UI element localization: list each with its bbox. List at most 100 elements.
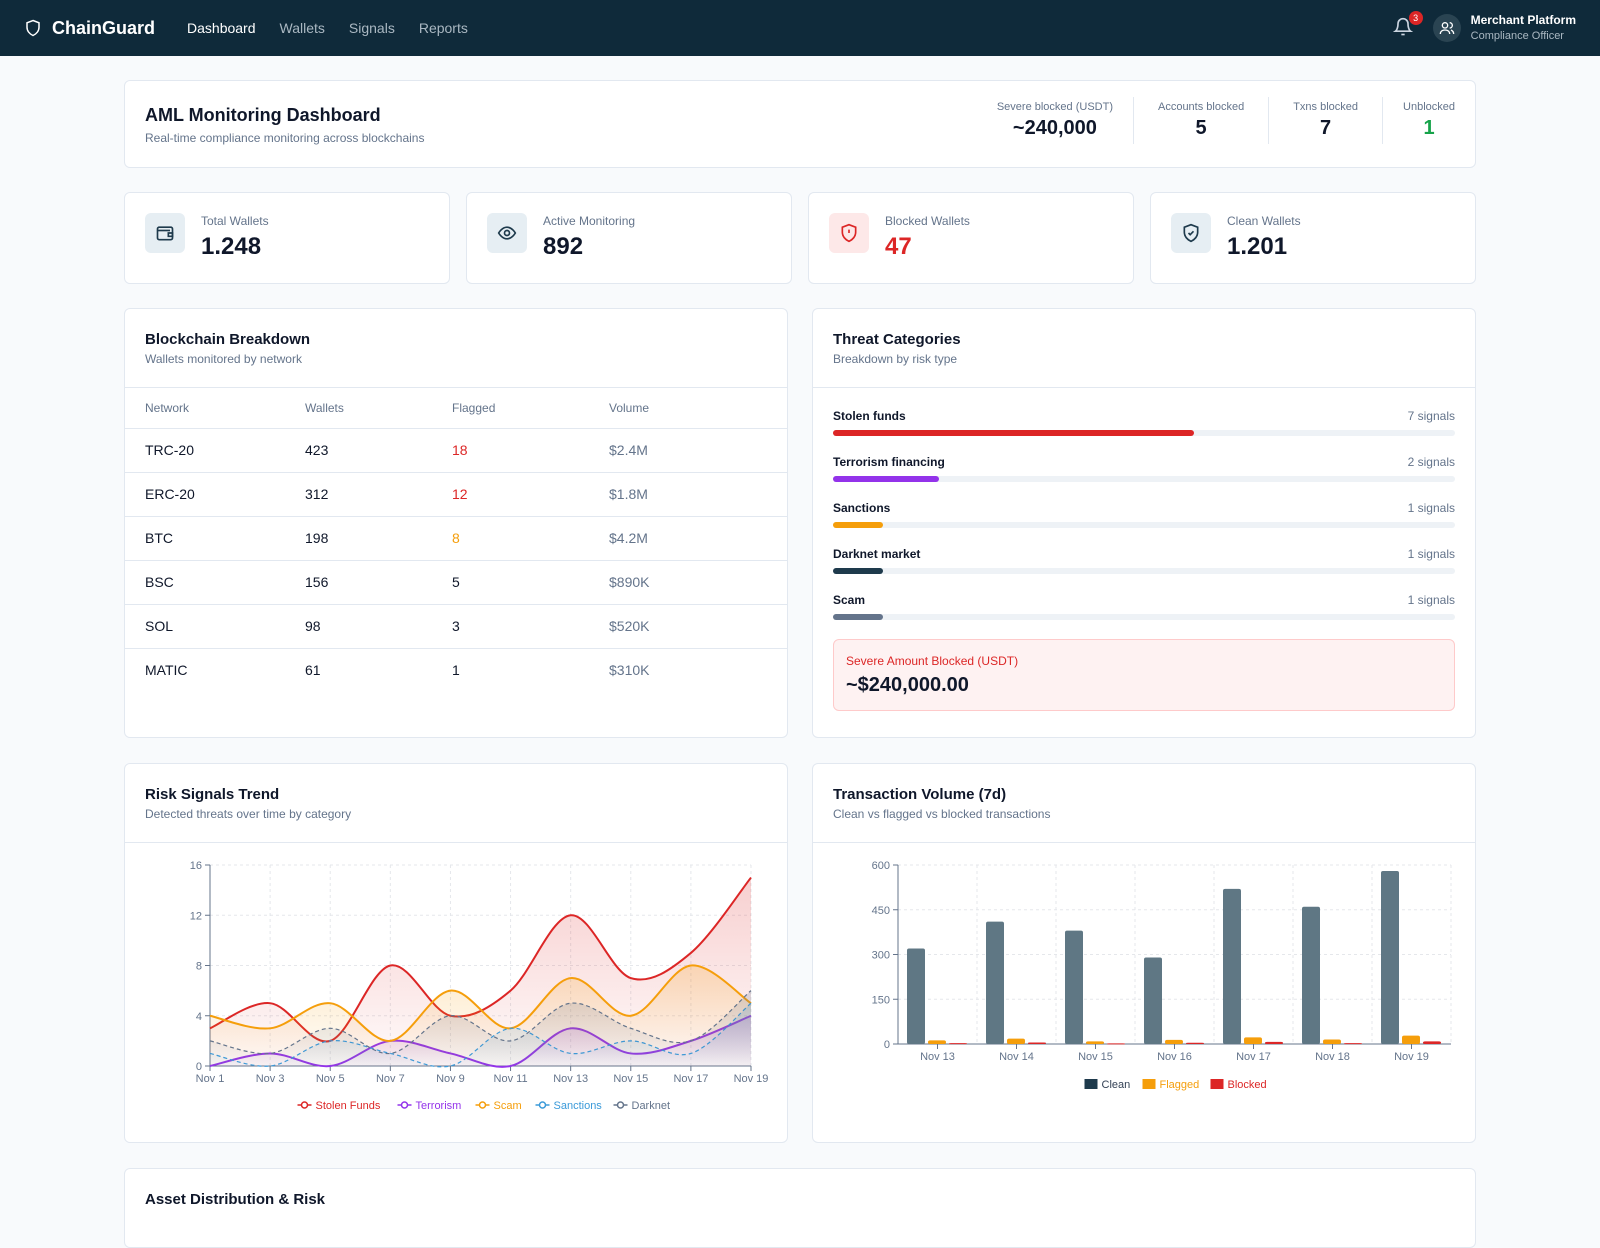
table-row[interactable]: BTC 198 8 $4.2M <box>125 516 787 561</box>
stat-txns-blocked: Txns blocked 7 <box>1268 97 1382 144</box>
series-line <box>209 964 752 1042</box>
cell-volume: $520K <box>609 604 787 649</box>
legend-label: Terrorism <box>416 1100 462 1112</box>
notifications-button[interactable]: 3 <box>1392 11 1423 39</box>
x-tick-label: Nov 5 <box>316 1073 345 1085</box>
top-navbar: ChainGuard Dashboard Wallets Signals Rep… <box>0 0 1600 56</box>
shield-logo-icon <box>26 19 40 37</box>
y-tick-label: 450 <box>872 905 890 917</box>
table-row[interactable]: TRC-20 423 18 $2.4M <box>125 428 787 473</box>
stat-card-clean-wallets[interactable]: Clean Wallets 1.201 <box>1150 192 1476 284</box>
stat-card-total-wallets[interactable]: Total Wallets 1.248 <box>124 192 450 284</box>
nav-reports[interactable]: Reports <box>418 20 468 36</box>
bar-clean <box>1381 870 1399 1044</box>
threat-bar-fill <box>833 430 1194 436</box>
stat-card-active-monitoring[interactable]: Active Monitoring 892 <box>466 192 792 284</box>
section-subtitle: Breakdown by risk type <box>833 352 958 366</box>
threat-count: 7 signals <box>1407 409 1455 423</box>
severe-amount-label: Severe Amount Blocked (USDT) <box>846 654 1019 668</box>
avatar <box>1432 14 1461 42</box>
series-line <box>209 990 752 1055</box>
column-header[interactable]: Network <box>125 388 305 429</box>
stat-value: 1 <box>1423 117 1435 139</box>
column-header[interactable]: Wallets <box>305 388 452 429</box>
table-row[interactable]: MATIC 61 1 $310K <box>125 648 787 692</box>
threat-bar-track <box>833 476 1455 482</box>
cell-flagged: 12 <box>452 472 609 517</box>
threat-item: Darknet market 1 signals <box>833 547 1455 574</box>
legend-label: Sanctions <box>554 1100 603 1112</box>
page-title: AML Monitoring Dashboard <box>145 105 381 125</box>
table-row[interactable]: ERC-20 312 12 $1.8M <box>125 472 787 517</box>
bar-clean <box>907 948 925 1044</box>
y-tick-label: 4 <box>196 1011 202 1023</box>
x-tick-label: Nov 17 <box>673 1073 708 1085</box>
section-title: Transaction Volume (7d) <box>833 786 1007 803</box>
x-tick-label: Nov 16 <box>1157 1051 1192 1063</box>
main-nav: Dashboard Wallets Signals Reports <box>187 20 468 36</box>
x-tick-label: Nov 9 <box>436 1073 465 1085</box>
risk-trend-chart: 0 4 8 12 16 Nov 1 Nov 3 Nov 5 Nov 7 Nov 9 Nov 11 No… <box>190 860 769 1112</box>
legend-label: Darknet <box>632 1100 671 1112</box>
cell-network: BTC <box>125 516 305 561</box>
cell-network: BSC <box>125 560 305 605</box>
x-tick-label: Nov 3 <box>256 1073 285 1085</box>
legend-marker <box>300 1101 309 1109</box>
nav-signals[interactable]: Signals <box>348 20 395 36</box>
table-header-row: Network Wallets Flagged Volume <box>125 388 787 429</box>
stat-label: Severe blocked (USDT) <box>996 101 1113 113</box>
user-menu[interactable]: Merchant Platform Compliance Officer <box>1432 12 1576 44</box>
threat-name: Scam <box>833 593 866 607</box>
user-role: Compliance Officer <box>1470 30 1564 42</box>
severe-amount-box: Severe Amount Blocked (USDT) ~$240,000.0… <box>833 639 1455 711</box>
cell-network: TRC-20 <box>125 428 305 473</box>
brand-name: ChainGuard <box>52 17 156 38</box>
section-title: Blockchain Breakdown <box>145 331 311 348</box>
notification-count-badge: 3 <box>1408 11 1423 25</box>
cell-wallets: 98 <box>305 604 452 649</box>
cell-flagged: 3 <box>452 604 609 649</box>
table-row[interactable]: SOL 98 3 $520K <box>125 604 787 649</box>
nav-dashboard[interactable]: Dashboard <box>187 20 256 36</box>
y-tick-label: 12 <box>190 910 202 922</box>
x-tick-label: Nov 17 <box>1236 1051 1271 1063</box>
cell-volume: $4.2M <box>609 516 787 561</box>
stat-card-blocked-wallets[interactable]: Blocked Wallets 47 <box>808 192 1134 284</box>
column-header[interactable]: Flagged <box>452 388 609 429</box>
threat-item: Stolen funds 7 signals <box>833 409 1455 436</box>
nav-wallets[interactable]: Wallets <box>279 20 325 36</box>
legend-marker <box>538 1101 547 1109</box>
risk-trend-card: Risk Signals Trend Detected threats over… <box>124 763 788 1143</box>
y-tick-label: 150 <box>872 994 890 1006</box>
bar-clean <box>986 921 1004 1044</box>
stat-card-value: 1.201 <box>1227 233 1288 260</box>
x-tick-label: Nov 15 <box>613 1073 648 1085</box>
threat-item: Terrorism financing 2 signals <box>833 455 1455 482</box>
brand[interactable]: ChainGuard <box>24 18 155 39</box>
stat-unblocked: Unblocked 1 <box>1382 97 1475 144</box>
table-row[interactable]: BSC 156 5 $890K <box>125 560 787 605</box>
column-header[interactable]: Volume <box>609 388 787 429</box>
cell-flagged: 5 <box>452 560 609 605</box>
stat-card-label: Total Wallets <box>201 214 269 228</box>
bar-blocked <box>1107 1043 1125 1045</box>
cell-volume: $890K <box>609 560 787 605</box>
stat-card-label: Clean Wallets <box>1227 214 1301 228</box>
bar-blocked <box>1028 1042 1046 1044</box>
threat-bar-fill <box>833 476 939 482</box>
cell-network: MATIC <box>145 662 188 679</box>
stat-label: Txns blocked <box>1293 101 1359 113</box>
legend-marker <box>616 1101 625 1109</box>
cell-wallets: 156 <box>305 560 452 605</box>
y-tick-label: 0 <box>884 1039 890 1051</box>
threat-count: 2 signals <box>1407 455 1455 469</box>
asset-distribution-card: Asset Distribution & Risk <box>124 1168 1476 1248</box>
legend-swatch <box>1084 1079 1098 1089</box>
x-tick-label: Nov 1 <box>196 1073 225 1085</box>
wallet-icon <box>145 213 185 253</box>
bar-clean <box>1223 888 1241 1044</box>
divider <box>813 387 1475 388</box>
legend-label: Scam <box>494 1100 522 1112</box>
cell-network: ERC-20 <box>125 472 305 517</box>
tx-volume-chart: 0 150 300 450 600 Nov 13 Nov 14 Nov 15 Nov 16 Nov… <box>872 860 1452 1091</box>
